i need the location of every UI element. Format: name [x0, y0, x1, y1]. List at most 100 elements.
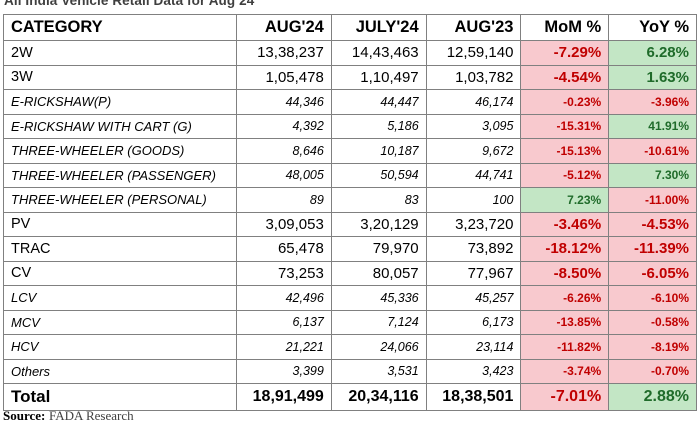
cell-yoy: -4.53%	[608, 211, 697, 237]
cell-aug23: 100	[425, 187, 522, 213]
cell-category: 2W	[2, 40, 238, 66]
cell-july24: 3,20,129	[330, 211, 427, 237]
cell-july24: 44,447	[330, 89, 427, 115]
cell-category: Total	[2, 383, 238, 411]
table-row: TRAC 65,478 79,970 73,892 -18.12% -11.39%	[2, 236, 697, 262]
cell-july24: 1,10,497	[330, 64, 427, 90]
cell-aug23: 6,173	[425, 309, 522, 335]
cell-yoy: 6.28%	[608, 40, 697, 66]
table-row-total: Total 18,91,499 20,34,116 18,38,501 -7.01% 2.…	[2, 383, 697, 411]
table-row: E-RICKSHAW(P) 44,346 44,447 46,174 -0.23% -3.…	[2, 89, 697, 115]
cell-aug24: 13,38,237	[236, 40, 332, 66]
cell-aug23: 77,967	[425, 260, 522, 286]
cell-category: THREE-WHEELER (PASSENGER)	[2, 162, 238, 188]
cell-yoy: 1.63%	[608, 64, 697, 90]
cell-yoy: -6.10%	[608, 285, 697, 311]
cell-aug24: 4,392	[236, 113, 332, 139]
cell-aug24: 1,05,478	[236, 64, 332, 90]
cell-category: THREE-WHEELER (PERSONAL)	[2, 187, 238, 213]
table-header-row: CATEGORY AUG'24 JULY'24 AUG'23 MoM % YoY…	[2, 14, 697, 41]
cell-aug24: 18,91,499	[236, 383, 332, 411]
cell-aug24: 3,399	[236, 358, 332, 384]
cell-aug24: 65,478	[236, 236, 332, 262]
table-row: PV 3,09,053 3,20,129 3,23,720 -3.46% -4.53%	[2, 211, 697, 237]
cell-aug23: 9,672	[425, 138, 522, 164]
cell-aug23: 46,174	[425, 89, 522, 115]
table-row: THREE-WHEELER (PERSONAL) 89 83 100 7.23% -11.…	[2, 187, 697, 213]
cell-mom: -15.13%	[520, 138, 610, 164]
cell-mom: -3.74%	[520, 358, 610, 384]
table-row: E-RICKSHAW WITH CART (G) 4,392 5,186 3,095-…	[2, 113, 697, 139]
cell-july24: 7,124	[330, 309, 427, 335]
column-header-mom: MoM %	[520, 14, 610, 41]
column-header-yoy: YoY %	[608, 14, 697, 41]
vehicle-retail-table: CATEGORY AUG'24 JULY'24 AUG'23 MoM % YoY…	[2, 14, 697, 411]
cell-category: CV	[2, 260, 238, 286]
cell-yoy: -3.96%	[608, 89, 697, 115]
cell-yoy: -0.58%	[608, 309, 697, 335]
table-row: CV 73,253 80,057 77,967 -8.50% -6.05%	[2, 260, 697, 286]
cell-category: THREE-WHEELER (GOODS)	[2, 138, 238, 164]
cell-aug23: 3,423	[425, 358, 522, 384]
cell-mom: -15.31%	[520, 113, 610, 139]
cell-yoy: -11.39%	[608, 236, 697, 262]
cell-mom: -7.01%	[520, 383, 610, 411]
cell-july24: 24,066	[330, 334, 427, 360]
source-label: Source:	[3, 408, 46, 423]
cell-aug24: 6,137	[236, 309, 332, 335]
cell-category: MCV	[2, 309, 238, 335]
cell-yoy: -10.61%	[608, 138, 697, 164]
source-value: FADA Research	[49, 408, 134, 423]
cell-aug23: 45,257	[425, 285, 522, 311]
cell-aug23: 18,38,501	[425, 383, 522, 411]
cell-july24: 79,970	[330, 236, 427, 262]
table-header: CATEGORY AUG'24 JULY'24 AUG'23 MoM % YoY…	[2, 14, 697, 41]
cell-july24: 20,34,116	[330, 383, 427, 411]
cell-july24: 10,187	[330, 138, 427, 164]
table-row: 3W 1,05,478 1,10,497 1,03,782 -4.54% 1.63%	[2, 64, 697, 90]
cell-aug24: 8,646	[236, 138, 332, 164]
cell-aug23: 44,741	[425, 162, 522, 188]
cell-yoy: 7.30%	[608, 162, 697, 188]
cell-mom: -11.82%	[520, 334, 610, 360]
cell-yoy: 2.88%	[608, 383, 697, 411]
cell-category: E-RICKSHAW WITH CART (G)	[2, 113, 238, 139]
table-row: MCV 6,137 7,124 6,173 -13.85% -0.58%	[2, 309, 697, 335]
cell-mom: -3.46%	[520, 211, 610, 237]
table-body: 2W 13,38,237 14,43,463 12,59,140 -7.29% 6.28%…	[2, 40, 697, 411]
cell-yoy: 41.91%	[608, 113, 697, 139]
cell-aug24: 44,346	[236, 89, 332, 115]
cell-aug23: 23,114	[425, 334, 522, 360]
source-line: Source: FADA Research	[3, 408, 134, 424]
cell-july24: 80,057	[330, 260, 427, 286]
cell-aug24: 89	[236, 187, 332, 213]
cell-mom: -8.50%	[520, 260, 610, 286]
cell-category: TRAC	[2, 236, 238, 262]
cell-yoy: -11.00%	[608, 187, 697, 213]
cell-july24: 50,594	[330, 162, 427, 188]
column-header-july24: JULY'24	[330, 14, 427, 41]
cell-category: PV	[2, 211, 238, 237]
cell-mom: -5.12%	[520, 162, 610, 188]
cell-aug24: 48,005	[236, 162, 332, 188]
cell-category: LCV	[2, 285, 238, 311]
cell-mom: 7.23%	[520, 187, 610, 213]
cell-mom: -0.23%	[520, 89, 610, 115]
cell-mom: -7.29%	[520, 40, 610, 66]
cell-aug24: 42,496	[236, 285, 332, 311]
page-title: All India Vehicle Retail Data for Aug 24	[4, 0, 255, 8]
cell-aug24: 21,221	[236, 334, 332, 360]
cell-category: E-RICKSHAW(P)	[2, 89, 238, 115]
cell-aug23: 3,095	[425, 113, 522, 139]
cell-category: 3W	[2, 64, 238, 90]
cell-yoy: -8.19%	[608, 334, 697, 360]
cell-july24: 5,186	[330, 113, 427, 139]
cell-aug23: 73,892	[425, 236, 522, 262]
column-header-aug23: AUG'23	[425, 14, 522, 41]
cell-mom: -4.54%	[520, 64, 610, 90]
table-row: HCV 21,221 24,066 23,114 -11.82% -8.19%	[2, 334, 697, 360]
cell-july24: 3,531	[330, 358, 427, 384]
cell-yoy: -0.70%	[608, 358, 697, 384]
cell-aug24: 3,09,053	[236, 211, 332, 237]
cell-mom: -6.26%	[520, 285, 610, 311]
